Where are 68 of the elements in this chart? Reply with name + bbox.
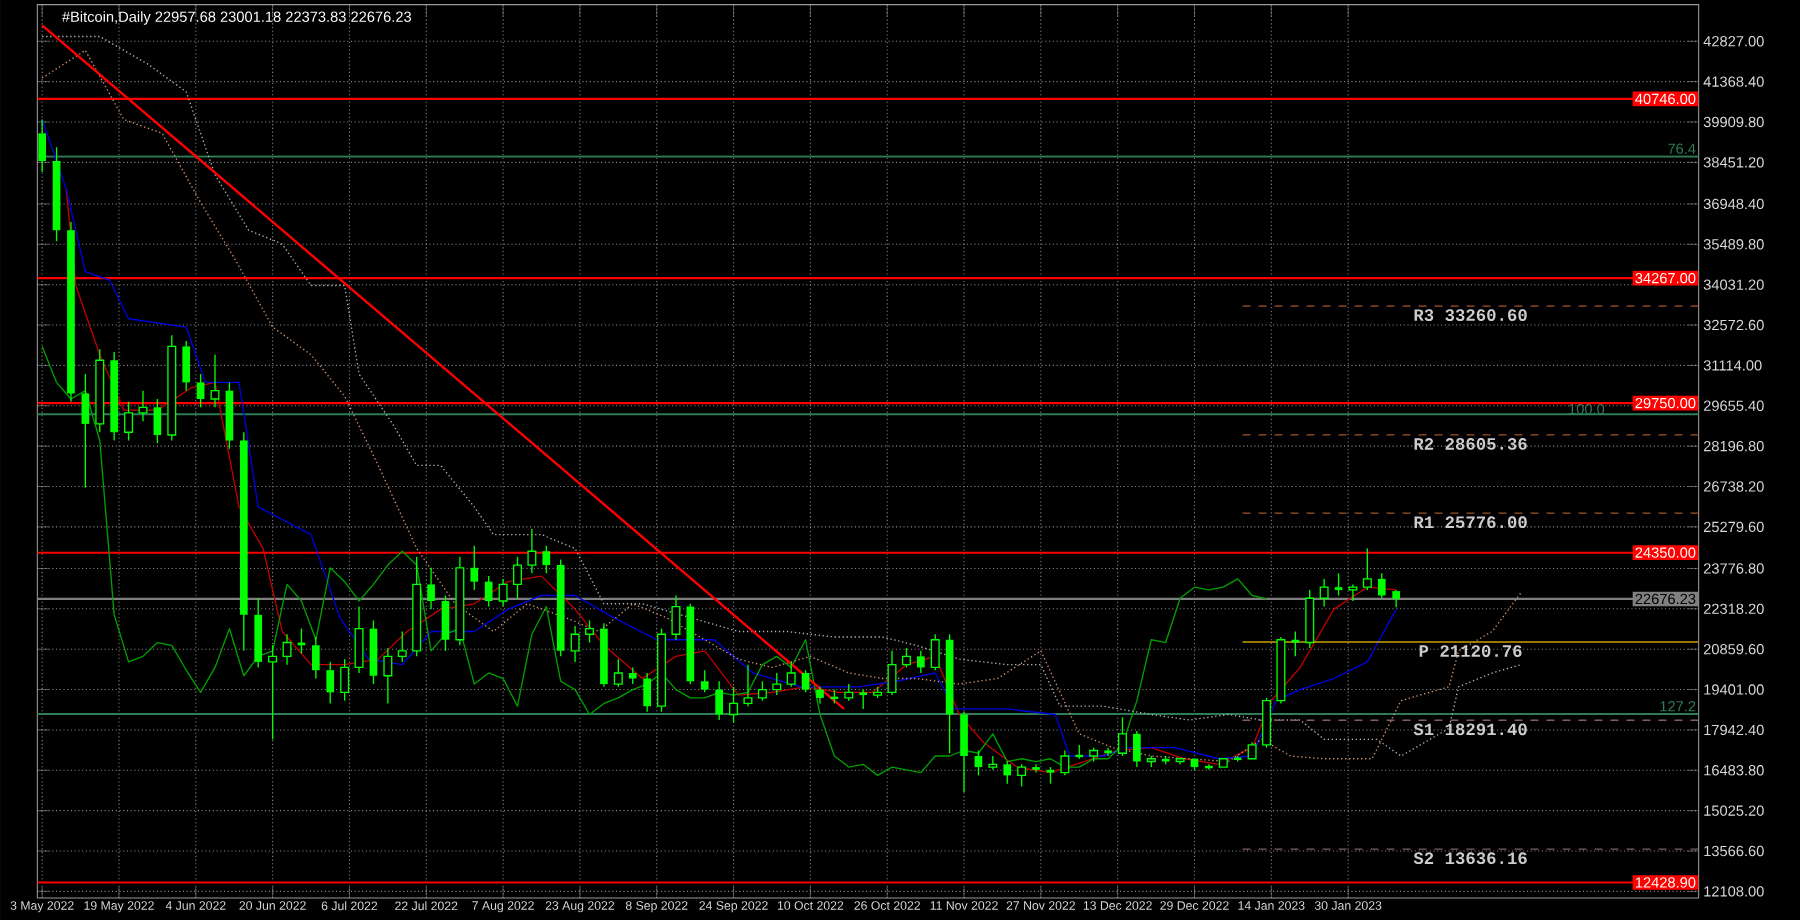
candlestick	[268, 644, 278, 741]
candlestick	[974, 749, 983, 777]
candlestick	[901, 647, 911, 669]
candlestick	[369, 619, 378, 685]
candlestick	[498, 578, 508, 608]
candlestick	[81, 373, 90, 489]
candlestick	[354, 605, 364, 674]
candlestick	[397, 630, 407, 663]
candlestick	[671, 594, 681, 641]
candlestick	[1017, 763, 1027, 788]
candlestick	[196, 373, 205, 408]
candlestick	[916, 650, 925, 674]
candlestick	[182, 340, 191, 392]
candlestick	[757, 680, 767, 702]
candlestick	[960, 711, 968, 793]
candlestick	[124, 401, 134, 442]
candlestick	[326, 661, 335, 705]
series-label: S1 18291.40	[1413, 723, 1527, 736]
candlestick	[1377, 572, 1386, 599]
candlestick	[1104, 747, 1112, 757]
candlestick	[700, 669, 709, 694]
candlestick	[1362, 547, 1372, 591]
candlestick	[729, 686, 739, 724]
candlestick	[772, 672, 782, 696]
line-series	[41, 345, 1268, 777]
candlestick	[138, 390, 148, 422]
candlestick	[613, 658, 623, 688]
candlestick	[427, 567, 435, 610]
candlestick	[1291, 630, 1300, 658]
candlestick	[988, 755, 998, 771]
candlestick	[1348, 583, 1358, 602]
candlestick	[570, 625, 580, 663]
candlestick	[1262, 697, 1272, 749]
candlestick	[512, 556, 523, 599]
series-label: R3 33260.60	[1414, 309, 1527, 322]
candlestick	[1319, 578, 1329, 608]
candlestick	[254, 597, 263, 669]
candlestick	[383, 647, 393, 705]
candlestick	[470, 545, 479, 591]
candlestick	[527, 528, 537, 575]
candlestick	[887, 650, 897, 696]
series-label: P 21120.76	[1419, 645, 1522, 657]
candlestick	[1334, 572, 1343, 597]
series-label: R1 25776.00	[1414, 516, 1527, 529]
candlestick	[859, 688, 868, 710]
candlestick	[210, 354, 220, 408]
candlestick	[282, 633, 292, 666]
candlestick	[801, 669, 810, 694]
candlestick	[715, 680, 723, 721]
candlestick	[311, 636, 320, 680]
candlestick	[542, 545, 551, 575]
candlestick	[643, 672, 651, 713]
series-label: S2 13636.16	[1413, 852, 1527, 865]
candlestick	[1060, 749, 1070, 777]
candlestick	[1117, 716, 1127, 757]
candlestick	[340, 658, 350, 702]
candlestick	[930, 633, 940, 671]
candlestick	[38, 118, 46, 173]
candlestick	[585, 619, 595, 644]
candlestick	[153, 398, 162, 444]
candlestick	[1305, 589, 1315, 649]
candlestick	[1133, 730, 1141, 768]
candlestick	[786, 661, 796, 688]
candlestick	[441, 594, 450, 652]
candlestick	[1003, 760, 1012, 785]
candlestick	[743, 664, 753, 707]
candlestick	[484, 575, 493, 608]
series-label: R2 28605.36	[1414, 438, 1527, 450]
